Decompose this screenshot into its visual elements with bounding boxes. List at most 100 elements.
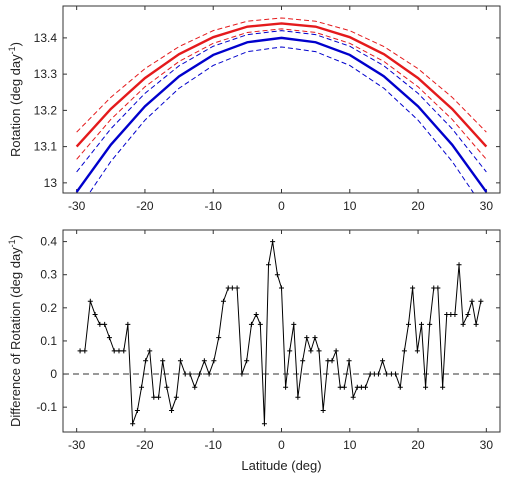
x-axis-label: Latitude (deg) [241, 458, 321, 473]
axes-box [62, 5, 501, 194]
y-tick-label: 0.2 [40, 301, 57, 315]
data-line [76, 28, 487, 160]
data-point [270, 239, 276, 245]
y-tick-label: 13.2 [34, 103, 58, 117]
y-tick-label: 13.4 [34, 31, 58, 45]
x-tick-label: 20 [411, 199, 425, 213]
data-point [229, 285, 235, 291]
y-tick-label: 13.3 [34, 67, 58, 81]
data-point [274, 272, 280, 278]
data-point [401, 348, 407, 354]
data-point [106, 335, 112, 341]
data-point [187, 371, 193, 377]
x-tick-label: 30 [480, 199, 494, 213]
data-point [253, 311, 259, 317]
data-line [80, 241, 482, 424]
data-point [143, 358, 149, 364]
data-point [300, 358, 306, 364]
data-point [329, 358, 335, 364]
data-point [304, 335, 310, 341]
data-point [116, 348, 122, 354]
x-tick-label: 30 [480, 438, 494, 452]
data-point [248, 321, 254, 327]
x-tick-label: -30 [68, 438, 86, 452]
data-point [295, 394, 301, 400]
data-point [414, 348, 420, 354]
data-point [279, 285, 284, 291]
data-point [287, 348, 293, 354]
data-point [173, 394, 179, 400]
x-tick-label: 0 [278, 438, 285, 452]
data-point [164, 384, 170, 390]
data-point [291, 321, 297, 327]
y-tick-label: 0 [50, 367, 57, 381]
y-tick-label: 13 [44, 176, 58, 190]
plot-area [77, 239, 484, 427]
x-tick-label: 0 [278, 199, 285, 213]
data-point [92, 311, 98, 317]
data-point [182, 371, 188, 377]
data-point [283, 384, 289, 390]
y-tick-label: -0.1 [36, 400, 57, 414]
data-point [460, 321, 466, 327]
data-line [76, 30, 487, 173]
data-point [423, 384, 429, 390]
data-point [211, 358, 217, 364]
data-point [206, 371, 212, 377]
data-point [160, 358, 166, 364]
x-tick-label: 20 [411, 438, 425, 452]
data-point [244, 358, 250, 364]
x-tick-label: -10 [205, 199, 223, 213]
data-point [192, 384, 198, 390]
plot-area [75, 17, 488, 193]
y-axis-label-part: Difference of Rotation (deg day [8, 247, 23, 427]
data-point [147, 348, 153, 354]
data-point [418, 321, 424, 327]
y-tick-label: 13.1 [34, 140, 58, 154]
data-point [239, 371, 245, 377]
y-tick-label: 0.1 [40, 334, 57, 348]
data-point [139, 384, 145, 390]
data-point [121, 348, 127, 354]
data-point [469, 298, 475, 304]
data-point [77, 348, 83, 354]
data-point [201, 358, 207, 364]
data-point [375, 371, 381, 377]
data-point [234, 285, 240, 291]
data-point [156, 394, 162, 400]
data-point [87, 298, 93, 304]
data-point [102, 321, 108, 327]
data-point [380, 358, 386, 364]
data-point [397, 384, 403, 390]
data-point [261, 421, 267, 427]
y-axis-label-part: -1 [7, 46, 17, 54]
data-point [266, 262, 272, 268]
data-line [75, 22, 488, 148]
data-point [393, 371, 399, 377]
x-tick-label: -20 [136, 438, 154, 452]
y-axis-label: Difference of Rotation (deg day-1) [7, 235, 23, 427]
data-point [197, 371, 203, 377]
data-point [456, 262, 462, 268]
data-point [435, 285, 441, 291]
data-point [333, 348, 339, 354]
data-point [346, 358, 352, 364]
y-axis-label-part: ) [8, 42, 23, 46]
data-point [216, 335, 222, 341]
y-tick-label: 0.3 [40, 268, 57, 282]
data-point [316, 348, 322, 354]
x-tick-label: -20 [136, 199, 154, 213]
y-axis-label: Rotation (deg day-1) [7, 42, 23, 157]
data-point [257, 321, 263, 327]
data-point [473, 321, 479, 327]
data-line [88, 46, 475, 193]
data-point [169, 407, 175, 413]
data-point [350, 394, 356, 400]
data-point [384, 371, 390, 377]
data-point [97, 321, 103, 327]
data-point [406, 321, 412, 327]
y-tick-label: 0.4 [40, 235, 57, 249]
data-point [308, 348, 314, 354]
x-tick-label: -30 [68, 199, 86, 213]
